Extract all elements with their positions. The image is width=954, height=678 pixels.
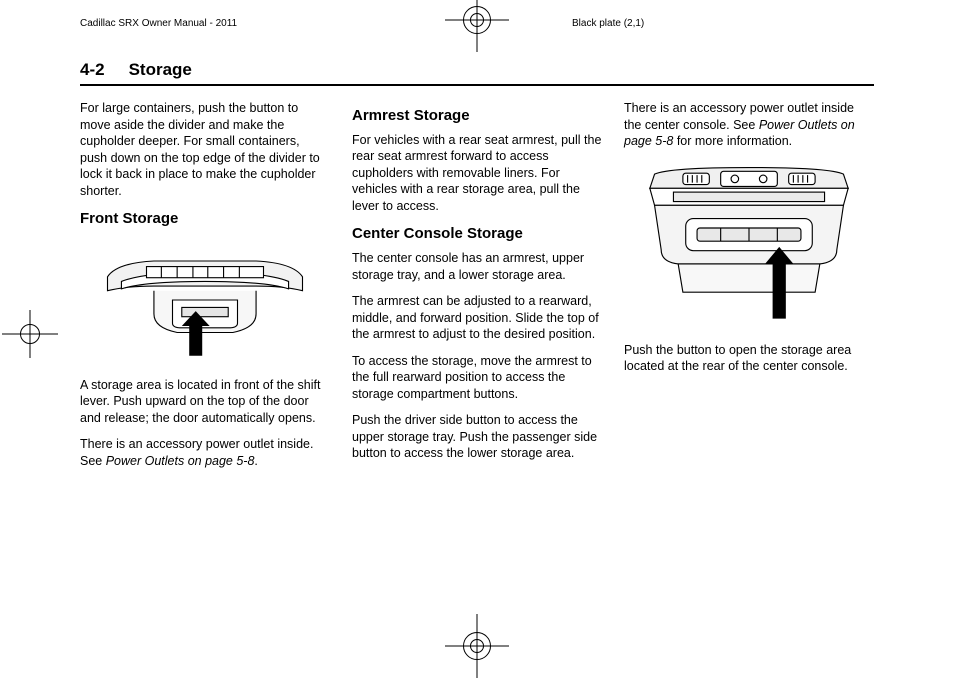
page-number: 4-2 xyxy=(80,60,105,80)
paragraph: To access the storage, move the armrest … xyxy=(352,353,602,403)
paragraph: For vehicles with a rear seat armrest, p… xyxy=(352,132,602,215)
center-console-illustration xyxy=(624,160,874,330)
page-header: 4-2 Storage xyxy=(80,60,874,86)
registration-mark-left xyxy=(12,316,48,352)
column-2: Armrest Storage For vehicles with a rear… xyxy=(352,100,602,479)
columns: For large containers, push the button to… xyxy=(80,100,874,479)
heading-center-console-storage: Center Console Storage xyxy=(352,224,602,244)
cross-reference: Power Outlets on page 5-8 xyxy=(106,454,255,468)
paragraph: The armrest can be adjusted to a rearwar… xyxy=(352,293,602,343)
page-title: Storage xyxy=(129,60,192,80)
paragraph: For large containers, push the button to… xyxy=(80,100,330,199)
manual-title: Cadillac SRX Owner Manual - 2011 xyxy=(80,18,382,29)
column-3: There is an accessory power outlet insid… xyxy=(624,100,874,479)
heading-front-storage: Front Storage xyxy=(80,209,330,229)
page-content: 4-2 Storage For large containers, push t… xyxy=(80,60,874,638)
heading-armrest-storage: Armrest Storage xyxy=(352,106,602,126)
plate-info: Black plate (2,1) xyxy=(382,18,874,29)
front-storage-illustration xyxy=(80,235,330,365)
paragraph: There is an accessory power outlet insid… xyxy=(80,436,330,469)
topbar: Cadillac SRX Owner Manual - 2011 Black p… xyxy=(0,0,954,40)
paragraph: The center console has an armrest, upper… xyxy=(352,250,602,283)
paragraph: There is an accessory power outlet insid… xyxy=(624,100,874,150)
paragraph: Push the button to open the storage area… xyxy=(624,342,874,375)
column-1: For large containers, push the button to… xyxy=(80,100,330,479)
paragraph: Push the driver side button to access th… xyxy=(352,412,602,462)
paragraph: A storage area is located in front of th… xyxy=(80,377,330,427)
